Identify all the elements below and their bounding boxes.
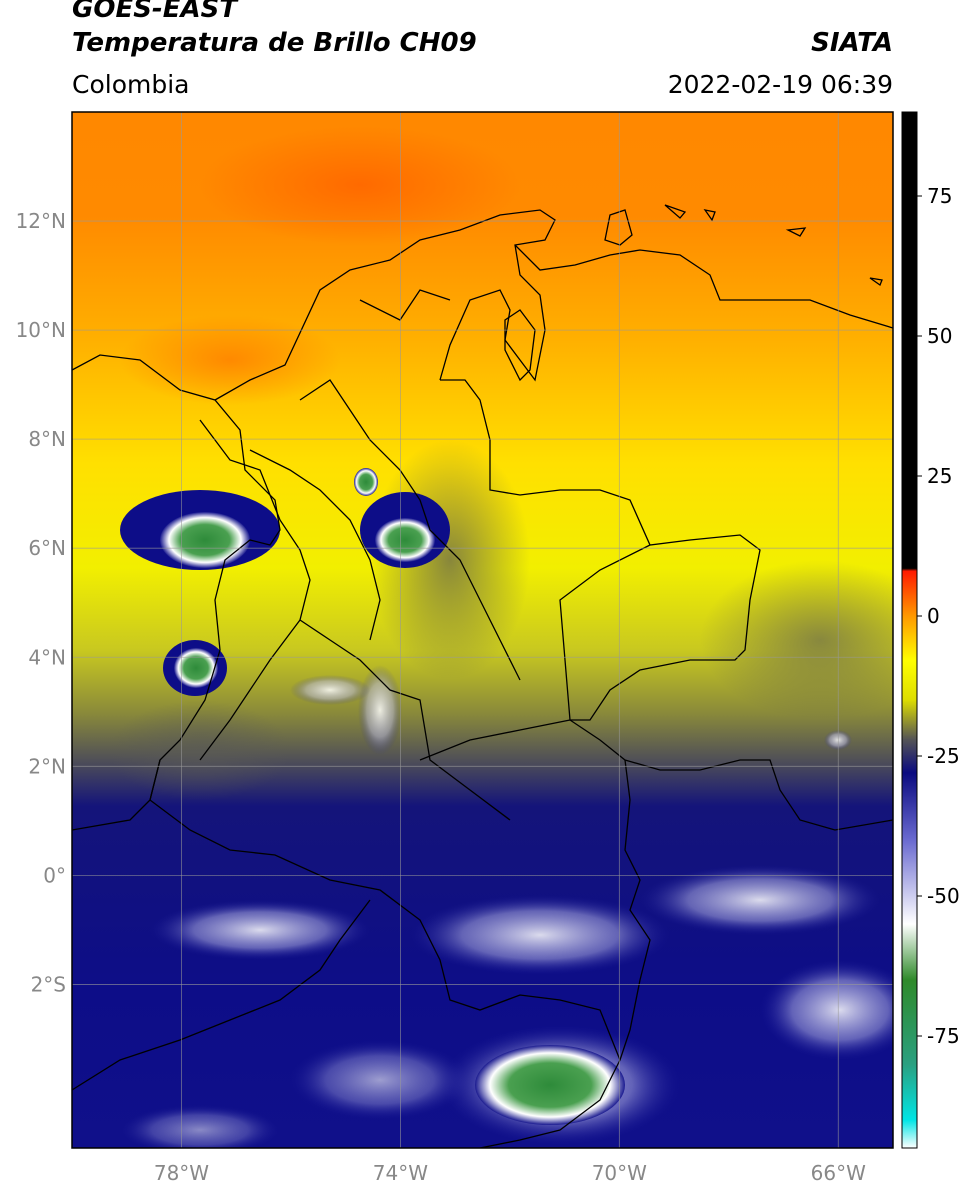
region-label: Colombia xyxy=(72,70,190,99)
colorbar-tick-label: 75 xyxy=(927,184,952,208)
colorbar-tick-label: -25 xyxy=(927,744,960,768)
product-title: Temperatura de Brillo CH09 xyxy=(72,28,477,58)
longitude-axis: 78°W 74°W 70°W 66°W xyxy=(154,1161,866,1185)
colorbar-tick-label: 0 xyxy=(927,604,940,628)
lat-tick-label: 10°N xyxy=(16,318,66,342)
lat-tick-label: 4°N xyxy=(28,645,66,669)
lon-tick-label: 70°W xyxy=(592,1161,647,1185)
lon-tick-label: 78°W xyxy=(154,1161,209,1185)
lat-tick-label: 0° xyxy=(43,863,66,887)
lat-tick-label: 12°N xyxy=(16,209,66,233)
colorbar-tick-label: -75 xyxy=(927,1024,960,1048)
map-frame xyxy=(71,111,894,1149)
lon-tick-label: 74°W xyxy=(373,1161,428,1185)
map-gridlines xyxy=(72,112,893,1148)
colorbar: 75 50 25 0 -25 -50 -75 xyxy=(901,111,960,1149)
datetime-label: 2022-02-19 06:39 xyxy=(667,70,893,99)
lat-tick-label: 8°N xyxy=(28,427,66,451)
satellite-title: GOES-EAST xyxy=(72,0,238,24)
lat-tick-label: 6°N xyxy=(28,536,66,560)
lat-tick-label: 2°S xyxy=(31,972,66,996)
brightness-temperature-field xyxy=(72,112,893,1148)
latitude-axis: 12°N 10°N 8°N 6°N 4°N 2°N 0° 2°S xyxy=(16,209,66,996)
colorbar-tick-label: 50 xyxy=(927,324,952,348)
agency-label: SIATA xyxy=(811,28,893,58)
lat-tick-label: 2°N xyxy=(28,754,66,778)
lon-tick-label: 66°W xyxy=(811,1161,866,1185)
colorbar-ticks: 75 50 25 0 -25 -50 -75 xyxy=(917,184,960,1048)
country-borders xyxy=(72,204,893,1148)
colorbar-tick-label: 25 xyxy=(927,464,952,488)
colorbar-tick-label: -50 xyxy=(927,884,960,908)
